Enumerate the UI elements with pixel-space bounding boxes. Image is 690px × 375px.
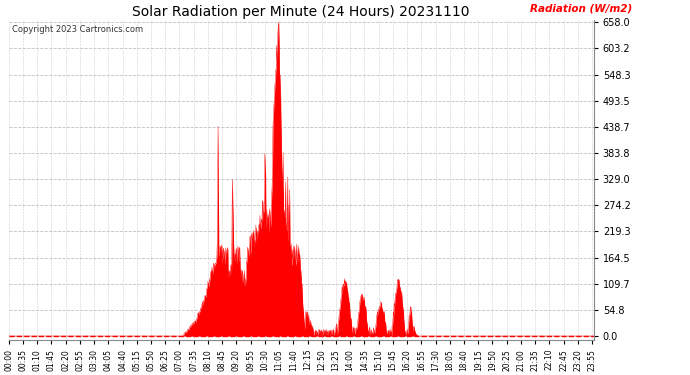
Text: Copyright 2023 Cartronics.com: Copyright 2023 Cartronics.com bbox=[12, 25, 143, 34]
Text: Radiation (W/m2): Radiation (W/m2) bbox=[529, 3, 632, 13]
Title: Solar Radiation per Minute (24 Hours) 20231110: Solar Radiation per Minute (24 Hours) 20… bbox=[132, 5, 470, 19]
